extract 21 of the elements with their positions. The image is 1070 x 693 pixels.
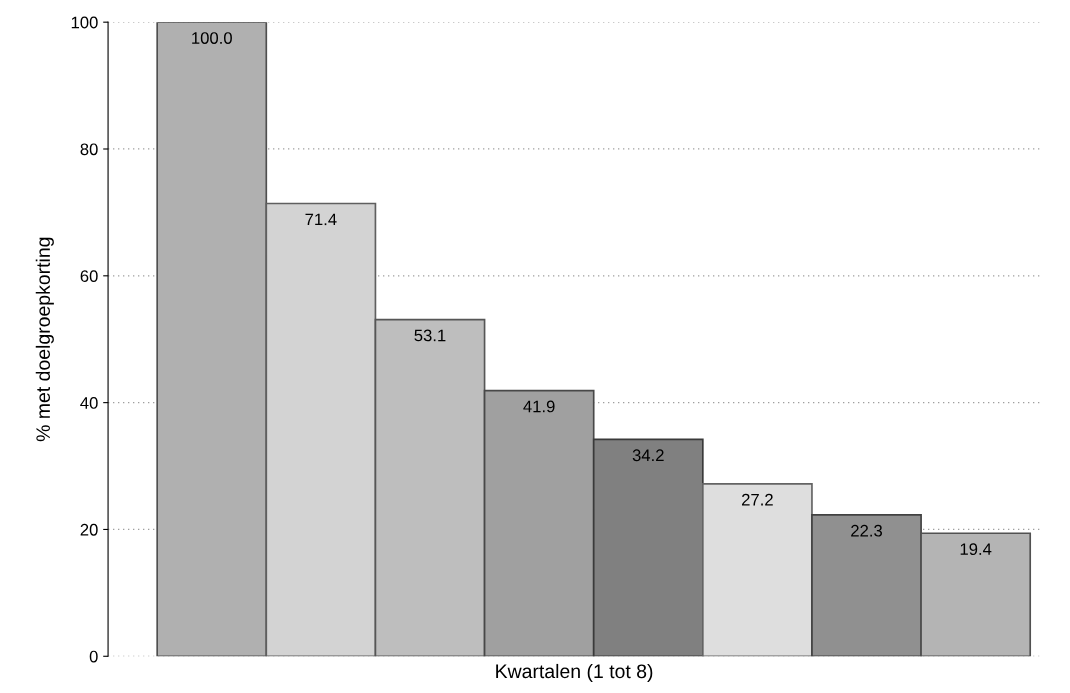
data-label: 53.1 — [414, 329, 446, 342]
y-tick-label: 80 — [80, 143, 98, 156]
y-axis-title: % met doelgroepkorting — [35, 237, 54, 442]
bar — [920, 532, 1032, 657]
data-label: 34.2 — [632, 449, 664, 462]
data-label: 27.2 — [742, 493, 773, 506]
data-label: 71.4 — [305, 213, 337, 226]
data-label: 41.9 — [523, 400, 555, 413]
y-tick-label: 100 — [71, 16, 98, 29]
y-tick-label: 40 — [80, 397, 98, 409]
data-label: 22.3 — [851, 524, 883, 537]
y-tick-label: 20 — [80, 523, 98, 536]
bar — [156, 22, 268, 657]
bar — [701, 482, 813, 657]
y-tick-label: 0 — [89, 650, 98, 663]
bar — [592, 438, 704, 657]
x-axis-title: Kwartalen (1 tot 8) — [496, 663, 653, 683]
data-label: 19.4 — [960, 543, 992, 556]
y-tick-label: 60 — [80, 270, 98, 283]
data-label: 100.0 — [192, 32, 232, 44]
bar — [483, 389, 595, 657]
